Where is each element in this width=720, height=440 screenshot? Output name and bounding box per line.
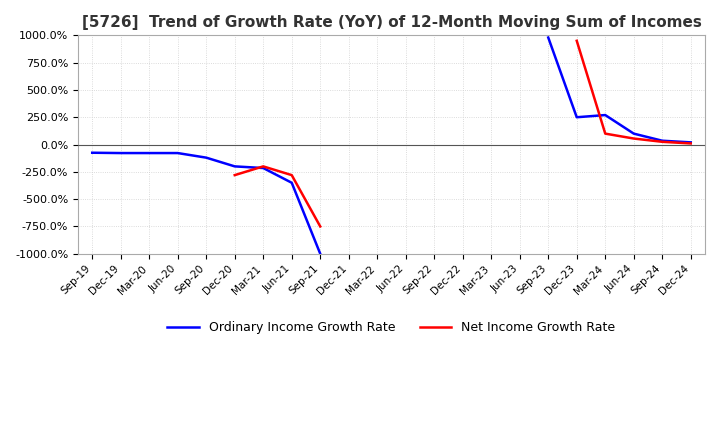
Net Income Growth Rate: [230, 172, 239, 178]
Ordinary Income Growth Rate: [202, 155, 210, 160]
Line: Ordinary Income Growth Rate: Ordinary Income Growth Rate: [92, 153, 320, 254]
Ordinary Income Growth Rate: [145, 150, 153, 156]
Ordinary Income Growth Rate: [287, 180, 296, 185]
Title: [5726]  Trend of Growth Rate (YoY) of 12-Month Moving Sum of Incomes: [5726] Trend of Growth Rate (YoY) of 12-…: [81, 15, 701, 30]
Line: Net Income Growth Rate: Net Income Growth Rate: [235, 166, 320, 227]
Net Income Growth Rate: [259, 164, 268, 169]
Ordinary Income Growth Rate: [316, 251, 325, 257]
Ordinary Income Growth Rate: [88, 150, 96, 155]
Ordinary Income Growth Rate: [230, 164, 239, 169]
Ordinary Income Growth Rate: [117, 150, 125, 156]
Ordinary Income Growth Rate: [174, 150, 182, 156]
Ordinary Income Growth Rate: [259, 165, 268, 171]
Net Income Growth Rate: [287, 172, 296, 178]
Net Income Growth Rate: [316, 224, 325, 229]
Legend: Ordinary Income Growth Rate, Net Income Growth Rate: Ordinary Income Growth Rate, Net Income …: [163, 316, 621, 339]
